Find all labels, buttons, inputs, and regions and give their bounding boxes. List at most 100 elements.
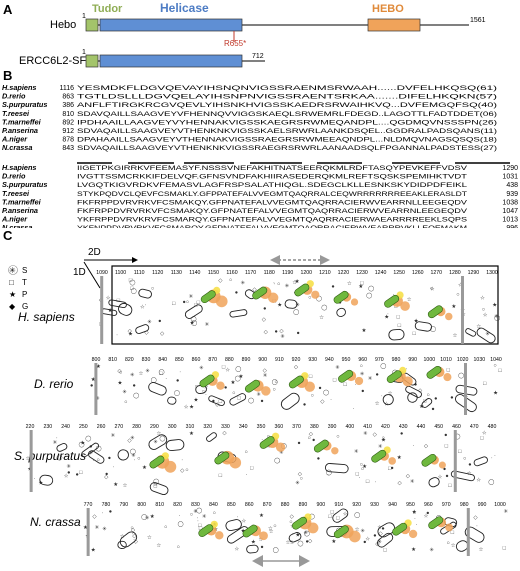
- residue-glyph: ◯: [129, 279, 136, 286]
- residue-glyph: ◇: [262, 317, 267, 323]
- tick-label: 1140: [189, 270, 200, 276]
- residue-glyph: ☆: [184, 404, 189, 411]
- residue-glyph: □: [198, 523, 202, 529]
- hydrophobic-cluster: [39, 474, 54, 486]
- tick-label: 1170: [245, 270, 256, 276]
- sequence-text: FKFRPPDVRVRKVFCSMAKQY.GFPNATEFALVVEGMTQA…: [77, 199, 468, 206]
- residue-glyph: ○: [194, 384, 197, 390]
- residue-glyph: ◇: [309, 432, 314, 438]
- sequence-text: STYKPQDVCLQEVFCSMAKLY.GFPPATEFALVVEGMTQA…: [77, 191, 467, 198]
- sequence-text: SDVAQAILLSAAGVEYVTHENKNKVIGSSKAELSRWRLAA…: [77, 128, 497, 135]
- residue-glyph: ★: [150, 513, 155, 520]
- residue-glyph: ·: [93, 458, 95, 464]
- residue-glyph: ◇: [252, 287, 257, 293]
- residue-glyph: ●: [445, 474, 448, 480]
- residue-glyph: ●: [89, 444, 92, 450]
- mutation-label: R655*: [224, 39, 246, 48]
- tick-label: 240: [61, 424, 70, 430]
- tick-label: 300: [168, 424, 177, 430]
- residue-glyph: ·: [133, 537, 135, 543]
- sequence-text: DPAHAAILLSAAGVEYVTHENNAKVIGSSRAEGRSRWMEE…: [77, 137, 497, 144]
- tick-label: 350: [257, 424, 266, 430]
- residue-glyph: ○: [308, 436, 311, 442]
- species-name: N.crassa: [2, 223, 32, 228]
- conserved-segment-green: [392, 522, 408, 536]
- tick-label: 1090: [96, 270, 108, 276]
- hebo-helicase-domain: [99, 18, 243, 32]
- species-label-n-crassa: N. crassa: [30, 515, 81, 529]
- one-d-arrow: [83, 261, 101, 289]
- region-separator: [29, 430, 33, 492]
- residue-glyph: ◇: [218, 278, 223, 284]
- tick-label: 450: [434, 424, 443, 430]
- hydrophobic-cluster: [117, 449, 129, 461]
- conserved-residue-orange: [350, 298, 359, 306]
- residue-glyph: ✳: [111, 432, 116, 439]
- hca-strip: 220 230 240 250 260 270 280 290 300 310 320 330 340 3…: [25, 424, 496, 496]
- residue-glyph: ✳: [199, 365, 204, 372]
- residue-glyph: ◇: [92, 514, 97, 520]
- species-name: D.rerio: [2, 92, 26, 101]
- residue-glyph: ·: [261, 437, 263, 443]
- residue-glyph: ●: [414, 382, 417, 388]
- residue-glyph: □: [388, 466, 392, 472]
- residue-glyph: ◇: [406, 474, 411, 480]
- residue-glyph: ★: [331, 538, 336, 545]
- ercc6l2-start: 1: [82, 49, 86, 56]
- sequence-end: 1047: [502, 208, 518, 215]
- residue-glyph: ·: [413, 443, 415, 449]
- hydrophobic-cluster: [464, 526, 485, 543]
- residue-glyph: ◯: [273, 547, 280, 554]
- hydrophobic-cluster: [284, 299, 298, 309]
- tick-label: 1150: [208, 270, 219, 276]
- residue-glyph: ✳: [377, 538, 382, 545]
- residue-glyph: ●: [376, 372, 379, 378]
- region-separator: [100, 276, 104, 344]
- panel-letter-a: A: [3, 2, 13, 17]
- residue-glyph: ★: [108, 307, 113, 314]
- residue-glyph: □: [480, 436, 484, 442]
- conserved-segment-green: [338, 369, 354, 383]
- residue-glyph: ·: [494, 453, 496, 459]
- domain-diagram: A Tudor Helicase HEBO Hebo 1 1561 R655* …: [3, 1, 486, 68]
- tick-label: 950: [342, 357, 351, 363]
- residue-glyph: ○: [426, 392, 429, 398]
- residue-glyph: ·: [381, 394, 383, 400]
- residue-glyph: ●: [212, 399, 215, 405]
- residue-glyph: ☆: [483, 312, 488, 319]
- residue-glyph: ·: [218, 404, 220, 410]
- conserved-segment-green: [198, 524, 214, 537]
- tick-label: 1110: [134, 270, 145, 276]
- residue-glyph: ●: [381, 526, 384, 532]
- residue-glyph: ◯: [494, 315, 501, 322]
- conserved-residue-orange: [215, 295, 228, 308]
- hydrophobic-cluster: [206, 432, 217, 442]
- residue-glyph: □: [197, 300, 201, 306]
- conserved-residue-orange: [331, 447, 339, 455]
- conserved-residue-orange: [304, 381, 315, 392]
- residue-glyph: ◇: [127, 438, 132, 444]
- residue-glyph: ★: [238, 373, 243, 380]
- hydrophobic-cluster: [405, 385, 422, 398]
- region-separator: [464, 363, 467, 415]
- residue-glyph: ★: [295, 278, 300, 285]
- hydrophobic-cluster: [149, 482, 169, 496]
- residue-glyph: ✳: [485, 331, 490, 338]
- residue-glyph: ○: [447, 540, 450, 546]
- tick-label: 410: [363, 424, 372, 430]
- residue-glyph: ☆: [258, 536, 263, 543]
- residue-glyph: ·: [116, 332, 118, 338]
- residue-glyph: ◇: [279, 328, 284, 334]
- legend-s-frame: [8, 265, 18, 275]
- residue-glyph: ◯: [326, 469, 333, 476]
- residue-glyph: ★: [241, 527, 246, 534]
- residue-glyph: ★: [295, 532, 300, 539]
- residue-glyph: ✳: [102, 525, 107, 532]
- residue-glyph: ★: [189, 430, 194, 437]
- residue-glyph: ●: [224, 385, 227, 391]
- tick-label: 1010: [440, 357, 452, 363]
- hydrophobic-cluster: [414, 321, 433, 332]
- conserved-segment-green: [242, 524, 258, 538]
- tick-label: 370: [292, 424, 301, 430]
- residue-glyph: ✳: [240, 280, 245, 287]
